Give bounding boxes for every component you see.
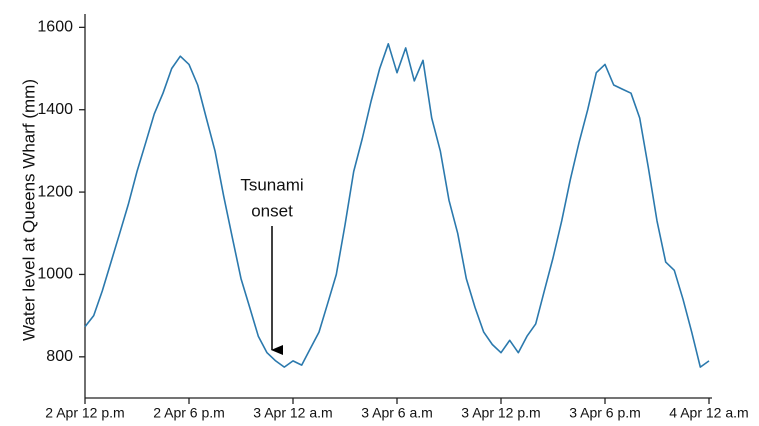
y-tick-label: 1400 bbox=[37, 101, 73, 118]
annotation: onset bbox=[251, 201, 293, 220]
y-tick-label: 1000 bbox=[37, 266, 73, 283]
x-tick-label: 2 Apr 12 p.m bbox=[45, 405, 124, 421]
x-tick-label: 3 Apr 12 p.m bbox=[461, 405, 540, 421]
x-tick-label: 4 Apr 12 a.m bbox=[669, 405, 748, 421]
x-tick-label: 3 Apr 6 a.m bbox=[361, 405, 433, 421]
y-axis-label: Water level at Queens Wharf (mm) bbox=[19, 79, 38, 341]
x-tick-label: 3 Apr 6 p.m bbox=[569, 405, 641, 421]
annotation: Tsunami bbox=[240, 175, 303, 194]
y-tick-label: 1600 bbox=[37, 19, 73, 36]
x-tick-label: 2 Apr 6 p.m bbox=[153, 405, 225, 421]
data-line bbox=[84, 43, 710, 368]
x-tick-label: 3 Apr 12 a.m bbox=[253, 405, 332, 421]
y-tick-label: 800 bbox=[46, 348, 73, 365]
y-tick-label: 1200 bbox=[37, 183, 73, 200]
